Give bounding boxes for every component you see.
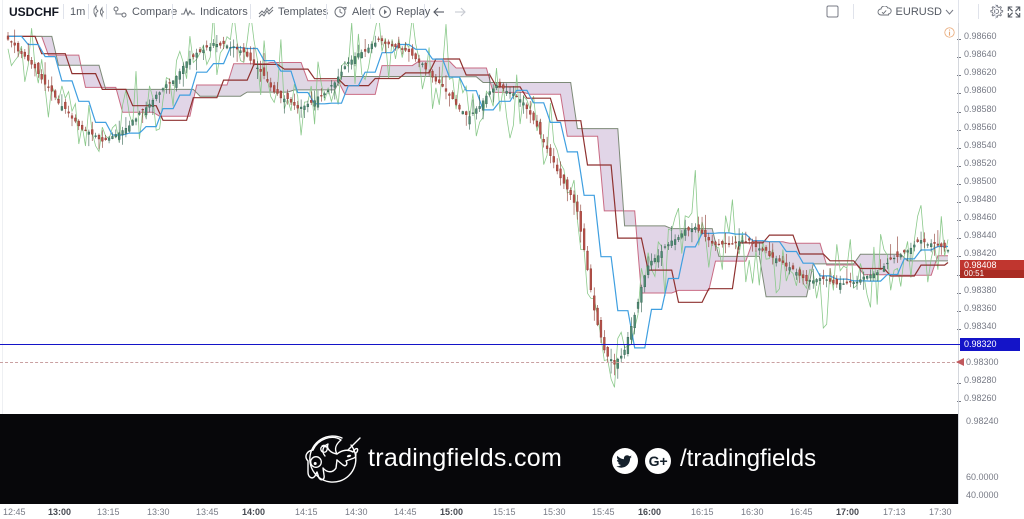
svg-text:G+: G+ [649,453,668,469]
